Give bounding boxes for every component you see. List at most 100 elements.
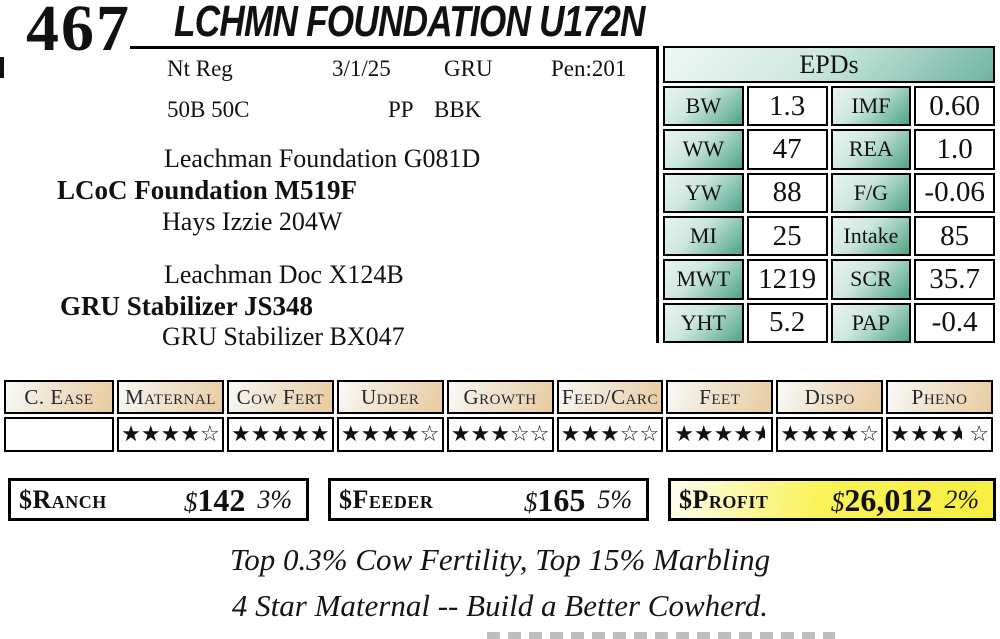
rating-stars: ★ ★ ★ ☆ ☆ [556,417,664,452]
birth-date: 3/1/25 [332,56,391,81]
star-empty-icon: ☆ [859,421,880,447]
rating-stars: ★ ★ ★ ★ ☆ [776,417,884,452]
epd-value: 25 [746,215,828,257]
star-empty-icon: ☆ [509,421,530,447]
epd-label: F/G [830,172,912,213]
index-label: $Profit [679,484,769,514]
epd-value: 5.2 [746,302,828,343]
epd-value: 47 [746,129,828,170]
epd-table-title: EPDs [663,46,995,83]
epd-value: 1.3 [746,86,828,127]
star-full-icon: ★ [890,421,910,447]
rating-header: C. Ease [4,380,114,414]
rating-stars: ★ ★ ★ ★ ☆ [886,417,993,452]
star-empty-icon: ☆ [619,421,640,447]
rating-stars: ★ ★ ★ ★ ☆ [117,417,224,452]
epd-value: 1219 [746,259,828,300]
color-code: BBK [434,97,482,122]
star-full-icon: ★ [309,421,330,447]
star-full-icon: ★ [819,421,840,447]
pen-number: Pen:201 [551,56,627,81]
breed-composition: 50B 50C [167,97,250,122]
cutoff-next-lot-fragment [487,632,835,639]
epd-value: 0.60 [914,86,995,127]
index-row: $Ranch $142 3% $Feeder $165 5% $Profit $26,012 2… [8,478,996,521]
rating-stars [4,417,114,452]
star-empty-icon: ☆ [529,421,550,447]
epd-label: YHT [663,302,744,343]
page-edge-artifact [0,57,4,78]
index-percentile: 3% [257,484,292,514]
epd-table: EPDs BW 1.3 IMF 0.60 WW 47 REA 1.0 YW 88 F/G -0.06 M… [663,46,995,343]
dam-name: GRU Stabilizer JS348 [60,291,314,321]
sire-name: LCoC Foundation M519F [57,175,358,205]
rating-header: Feed/Carc [556,380,664,414]
rating-header: Udder [336,380,444,414]
epd-value: 35.7 [914,259,995,300]
star-full-icon: ★ [580,421,601,447]
rating-header: Cow Fert [226,380,334,414]
star-full-icon: ★ [780,421,801,447]
star-full-icon: ★ [713,421,734,447]
registration-status: Nt Reg [167,56,233,81]
star-full-icon: ★ [230,421,251,447]
lot-number: 467 [26,0,131,65]
star-empty-icon: ☆ [419,421,440,447]
herd-code: GRU [444,56,493,81]
star-full-icon: ★ [360,421,381,447]
rating-stars: ★ ★ ★ ★ ★ [666,417,774,452]
polled-status: PP [388,97,414,122]
epd-label: MI [663,215,744,257]
rating-header: Growth [446,380,554,414]
epd-table-wrapper: EPDs BW 1.3 IMF 0.60 WW 47 REA 1.0 YW 88 F/G -0.06 M… [656,46,995,343]
profit-index-box: $Profit $26,012 2% [668,478,996,521]
star-full-icon: ★ [121,421,141,447]
epd-label: IMF [830,86,912,127]
star-full-icon: ★ [929,421,950,447]
note-line: Top 0.3% Cow Fertility, Top 15% Marbling [229,542,771,577]
rating-header: Feet [666,380,774,414]
index-percentile: 2% [944,484,979,514]
star-full-icon: ★ [490,421,510,447]
star-full-icon: ★ [733,421,754,447]
epd-label: Intake [830,215,912,257]
rating-header: Dispo [776,380,884,414]
epd-value: 1.0 [914,129,995,170]
index-value: $142 [183,481,246,518]
index-value: $26,012 [830,481,933,518]
index-value: $165 [523,481,586,518]
rating-stars: ★ ★ ★ ★ ☆ [336,417,444,452]
star-full-icon: ★ [290,421,310,447]
epd-label: BW [663,86,744,127]
star-full-icon: ★ [340,421,361,447]
feeder-index-box: $Feeder $165 5% [328,478,649,521]
star-full-icon: ★ [450,421,471,447]
ratings-table: C. Ease Maternal Cow Fert Udder Growth Feed/C… [4,380,993,452]
star-empty-icon: ☆ [639,421,660,447]
lot-title: LCHMN FOUNDATION U172N [174,0,645,46]
sire-granddam: Hays Izzie 204W [162,207,343,236]
rating-header: Pheno [886,380,993,414]
epd-value: 85 [914,215,995,257]
dam-grandsire: Leachman Doc X124B [164,260,404,289]
star-full-icon: ★ [160,421,181,447]
star-full-icon: ★ [250,421,271,447]
star-full-icon: ★ [380,421,401,447]
star-empty-icon: ☆ [969,421,990,447]
epd-label: MWT [663,259,744,300]
star-full-icon: ★ [270,421,291,447]
epd-label: WW [663,129,744,170]
star-full-icon: ★ [470,421,491,447]
star-full-icon: ★ [400,421,420,447]
index-label: $Ranch [19,484,107,514]
epd-value: -0.06 [914,172,995,213]
star-empty-icon: ☆ [200,421,220,447]
epd-label: SCR [830,259,912,300]
star-full-icon: ★ [800,421,820,447]
index-percentile: 5% [597,484,632,514]
epd-label: REA [830,129,912,170]
star-full-icon: ★ [600,421,620,447]
star-full-icon: ★ [560,421,581,447]
sire-grandsire: Leachman Foundation G081D [164,144,481,173]
